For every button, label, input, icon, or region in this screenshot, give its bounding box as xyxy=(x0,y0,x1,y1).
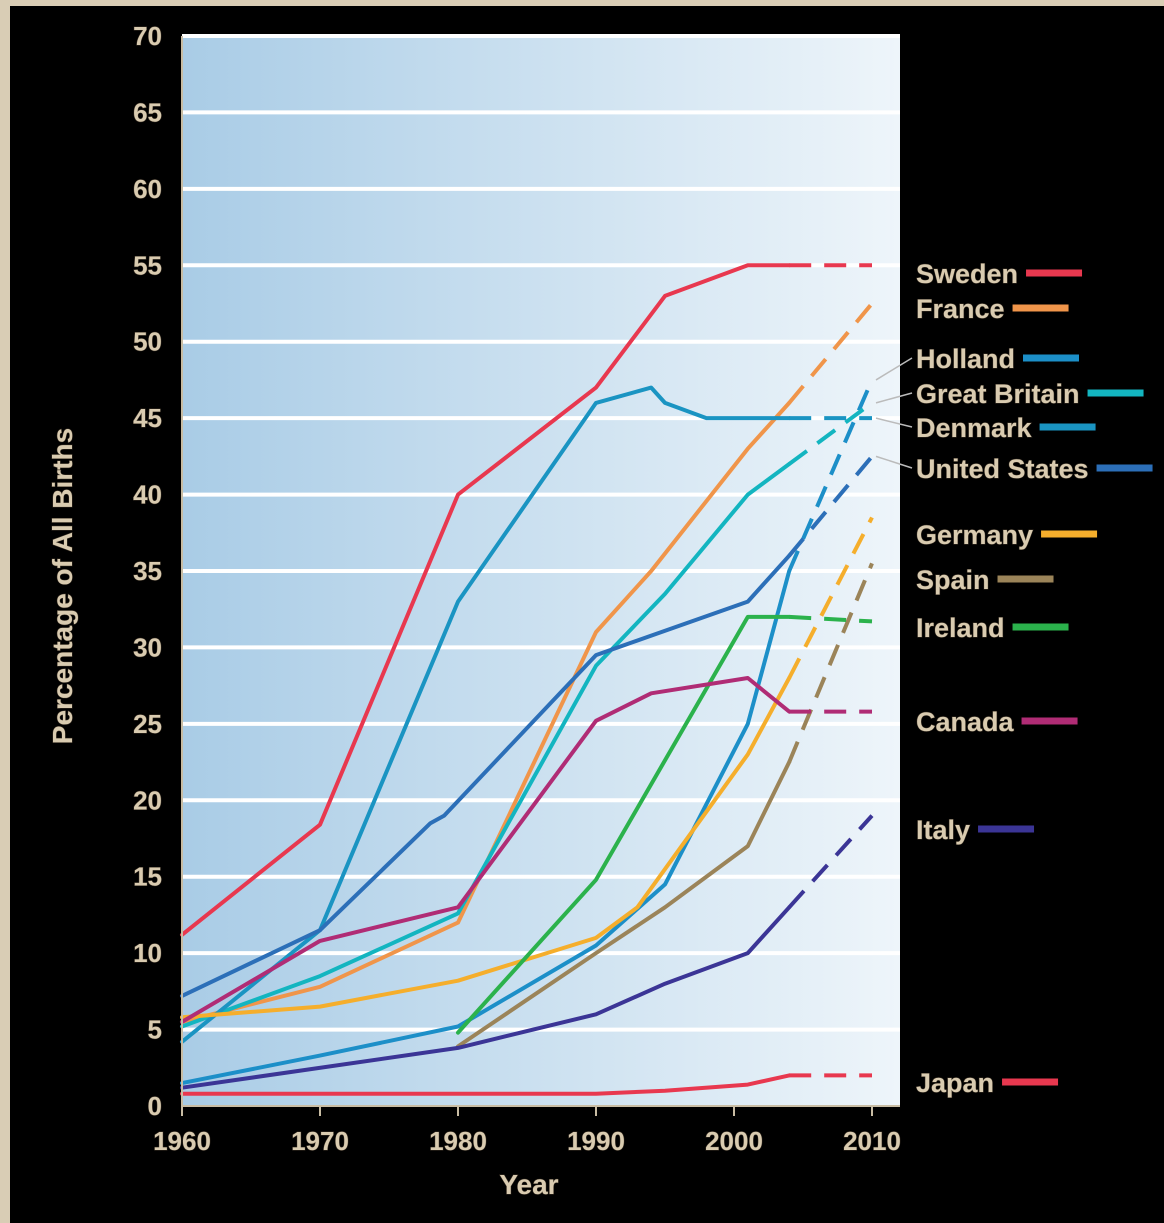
legend-label-italy: Italy xyxy=(916,815,970,845)
y-tick-label: 10 xyxy=(133,938,162,968)
legend-label-japan: Japan xyxy=(916,1068,994,1098)
series-line-ireland xyxy=(456,614,792,1035)
legend-label-ireland: Ireland xyxy=(916,613,1005,643)
series-line-japan xyxy=(180,1073,792,1096)
series-line-united-states xyxy=(180,553,792,998)
y-tick-label: 30 xyxy=(133,632,162,662)
series-projection-ireland xyxy=(789,614,873,624)
line-chart: 0 5 10 15 20 25 30 35 40 45 50 55 60 65 70 1960 1970 198… xyxy=(47,21,1153,1201)
series-projection-spain xyxy=(787,562,874,763)
series-line-sweden xyxy=(180,263,792,937)
series-line-germany xyxy=(180,676,792,1020)
x-tick-label: 2010 xyxy=(843,1126,901,1156)
y-tick-label: 15 xyxy=(133,862,162,892)
x-tick-label: 1980 xyxy=(429,1126,487,1156)
series-projection-france xyxy=(787,302,874,405)
legend-label-united-states: United States xyxy=(916,454,1089,484)
series-line-holland xyxy=(180,569,792,1086)
series-line-italy xyxy=(180,905,792,1090)
x-tick-label: 1990 xyxy=(567,1126,625,1156)
y-tick-label: 5 xyxy=(148,1015,162,1045)
y-tick-label: 65 xyxy=(133,97,162,127)
legend-label-canada: Canada xyxy=(916,707,1015,737)
legend-label-denmark: Denmark xyxy=(916,413,1033,443)
legend-leader-holland xyxy=(875,357,913,381)
series-line-france xyxy=(180,400,792,1024)
x-tick-label: 1970 xyxy=(291,1126,349,1156)
y-axis-label: Percentage of All Births xyxy=(47,428,78,744)
legend-label-great-britain: Great Britain xyxy=(916,379,1080,409)
x-axis-label: Year xyxy=(499,1169,558,1200)
legend-leader-denmark xyxy=(875,417,913,428)
x-tick-label: 1960 xyxy=(153,1126,211,1156)
x-tick-label: 2000 xyxy=(705,1126,763,1156)
y-tick-label: 20 xyxy=(133,785,162,815)
legend-label-holland: Holland xyxy=(916,344,1015,374)
y-tick-label: 60 xyxy=(133,174,162,204)
legend-label-germany: Germany xyxy=(916,520,1033,550)
legend-label-france: France xyxy=(916,294,1005,324)
series-line-denmark xyxy=(180,385,792,1044)
series-projection-italy xyxy=(787,814,874,909)
series-line-canada xyxy=(180,676,792,1024)
y-tick-label: 40 xyxy=(133,480,162,510)
series-line-spain xyxy=(456,760,792,1049)
series-projection-great-britain xyxy=(788,401,874,466)
y-tick-label: 55 xyxy=(133,250,162,280)
y-tick-label: 50 xyxy=(133,327,162,357)
series-projection-united-states xyxy=(787,455,874,557)
legend-leader-united-states xyxy=(875,455,913,469)
legend-label-sweden: Sweden xyxy=(916,259,1018,289)
chart-frame: 0 5 10 15 20 25 30 35 40 45 50 55 60 65 70 1960 1970 198… xyxy=(10,6,1164,1223)
series-projection-germany xyxy=(787,516,874,679)
y-tick-label: 45 xyxy=(133,403,162,433)
y-tick-label: 0 xyxy=(148,1091,162,1121)
y-tick-label: 70 xyxy=(133,21,162,51)
legend-leader-great-britain xyxy=(875,392,913,404)
y-tick-label: 25 xyxy=(133,709,162,739)
legend-label-spain: Spain xyxy=(916,565,990,595)
y-tick-label: 35 xyxy=(133,556,162,586)
series-line-great-britain xyxy=(180,462,792,1029)
